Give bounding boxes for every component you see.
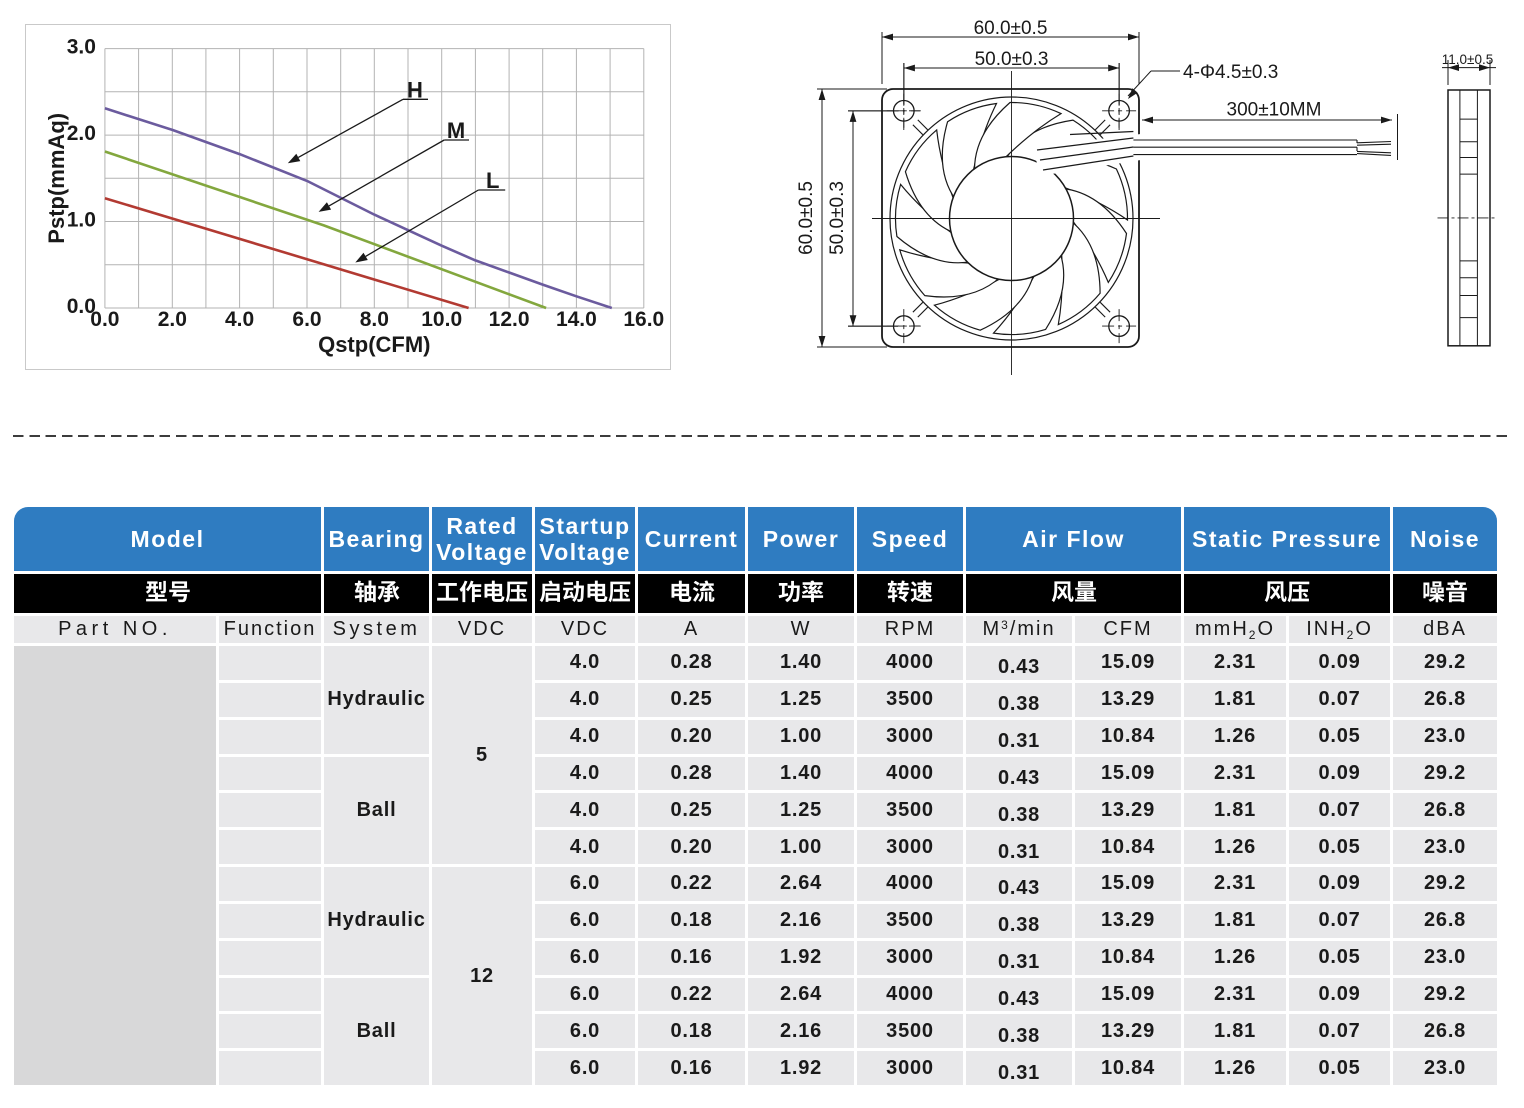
svg-text:2.0: 2.0 bbox=[158, 308, 187, 331]
svg-text:4.0: 4.0 bbox=[225, 308, 254, 331]
svg-text:60.0±0.5: 60.0±0.5 bbox=[974, 18, 1048, 39]
svg-text:300±10MM: 300±10MM bbox=[1227, 100, 1322, 121]
svg-text:8.0: 8.0 bbox=[360, 308, 389, 331]
svg-text:50.0±0.3: 50.0±0.3 bbox=[975, 49, 1049, 70]
svg-text:11.0±0.5: 11.0±0.5 bbox=[1442, 52, 1493, 67]
svg-text:6.0: 6.0 bbox=[292, 308, 321, 331]
svg-text:M: M bbox=[447, 118, 465, 143]
svg-text:4-Φ4.5±0.3: 4-Φ4.5±0.3 bbox=[1183, 62, 1278, 83]
svg-text:60.0±0.5: 60.0±0.5 bbox=[796, 181, 817, 255]
svg-text:L: L bbox=[486, 168, 499, 193]
svg-text:2.0: 2.0 bbox=[67, 122, 96, 145]
svg-text:12.0: 12.0 bbox=[489, 308, 530, 331]
svg-text:Pstp(mmAq): Pstp(mmAq) bbox=[44, 113, 69, 244]
svg-text:H: H bbox=[407, 78, 423, 103]
svg-text:14.0: 14.0 bbox=[556, 308, 597, 331]
svg-text:16.0: 16.0 bbox=[623, 308, 664, 331]
svg-text:10.0: 10.0 bbox=[421, 308, 462, 331]
svg-text:3.0: 3.0 bbox=[67, 36, 96, 59]
svg-text:1.0: 1.0 bbox=[67, 209, 96, 232]
svg-text:0.0: 0.0 bbox=[67, 295, 96, 318]
svg-text:50.0±0.3: 50.0±0.3 bbox=[827, 181, 848, 255]
svg-text:0.0: 0.0 bbox=[90, 308, 119, 331]
svg-text:Qstp(CFM): Qstp(CFM) bbox=[318, 332, 430, 357]
